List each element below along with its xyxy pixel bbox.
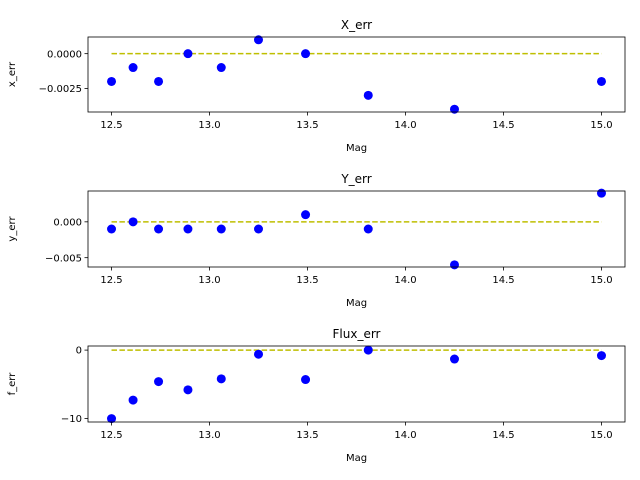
y-tick-label: −0.0025 (39, 84, 82, 95)
data-point (216, 224, 226, 234)
data-point (449, 354, 459, 364)
data-point (183, 49, 193, 59)
data-point (254, 349, 264, 359)
data-point (363, 224, 373, 234)
data-point (216, 374, 226, 384)
data-point (449, 104, 459, 114)
data-point (596, 188, 606, 198)
data-point (363, 345, 373, 355)
data-point (301, 375, 311, 385)
subplot-2: 12.5 13.0 13.5 14.0 14.5 15.0 0.000 −0.005 Y_err… (7, 172, 626, 309)
x-axis-label: Mag (346, 453, 367, 464)
y-tick-label: 0.000 (53, 217, 82, 228)
axes-frame (87, 36, 626, 113)
x-tick-label: 12.5 (100, 430, 122, 441)
x-axis-label: Mag (346, 298, 367, 309)
x-tick-label: 13.0 (198, 120, 220, 131)
data-point (128, 63, 138, 73)
x-tick-label: 12.5 (100, 120, 122, 131)
x-tick-label: 14.0 (394, 120, 416, 131)
x-tick-label: 14.0 (394, 275, 416, 286)
data-point (107, 414, 117, 424)
data-point (154, 377, 164, 387)
x-tick-label: 13.5 (296, 275, 318, 286)
subplot-1: 12.5 13.0 13.5 14.0 14.5 15.0 0.0000 −0.0025 X_e… (7, 18, 626, 154)
y-tick-label: 0.0000 (47, 49, 82, 60)
data-point (183, 224, 193, 234)
y-axis-label: x_err (7, 61, 18, 87)
axes-frame (87, 345, 626, 423)
x-tick-label: 15.0 (590, 430, 612, 441)
x-tick-label: 13.0 (198, 430, 220, 441)
data-point (254, 224, 264, 234)
x-tick-label: 15.0 (590, 275, 612, 286)
x-tick-label: 13.5 (296, 120, 318, 131)
data-point (183, 385, 193, 395)
data-point (301, 210, 311, 220)
y-tick-label: 0 (76, 346, 82, 357)
x-tick-label: 12.5 (100, 275, 122, 286)
data-point (128, 217, 138, 227)
data-point (154, 76, 164, 86)
data-point (154, 224, 164, 234)
axes-frame (87, 190, 626, 268)
y-tick-label: −0.005 (45, 253, 82, 264)
x-tick-label: 15.0 (590, 120, 612, 131)
x-tick-label: 13.0 (198, 275, 220, 286)
y-axis-label: f_err (7, 372, 18, 396)
data-point (596, 76, 606, 86)
data-point (254, 35, 264, 45)
x-tick-label: 13.5 (296, 430, 318, 441)
chart-title: X_err (341, 18, 372, 32)
data-point (128, 395, 138, 405)
chart-title: Flux_err (333, 327, 381, 341)
y-tick-label: −10 (61, 414, 82, 425)
y-axis-label: y_err (7, 216, 18, 242)
x-axis-label: Mag (346, 143, 367, 154)
data-point (216, 63, 226, 73)
data-point (107, 224, 117, 234)
x-tick-label: 14.5 (492, 275, 514, 286)
x-tick-label: 14.5 (492, 120, 514, 131)
data-point (596, 351, 606, 361)
x-tick-label: 14.5 (492, 430, 514, 441)
x-tick-label: 14.0 (394, 430, 416, 441)
data-point (107, 76, 117, 86)
subplot-3: 12.5 13.0 13.5 14.0 14.5 15.0 0 −10 Flux_err Mag f… (7, 327, 626, 464)
data-point (363, 90, 373, 100)
data-point (449, 260, 459, 270)
chart-title: Y_err (340, 172, 371, 186)
data-point (301, 49, 311, 59)
